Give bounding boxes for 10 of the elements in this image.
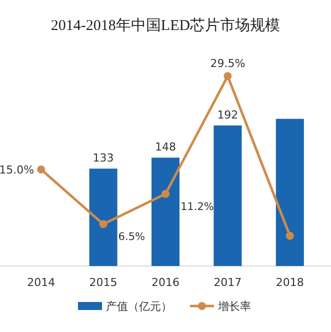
chart-title: 2014-2018年中国LED芯片市场规模 xyxy=(50,17,280,34)
x-tick-label: 2018 xyxy=(276,276,304,289)
x-tick-label: 2016 xyxy=(152,276,180,289)
x-tick-label: 2015 xyxy=(89,276,118,289)
data-label: 29.5% xyxy=(210,57,246,70)
x-tick-label: 2017 xyxy=(214,276,242,289)
x-tick-label: 2014 xyxy=(27,276,56,289)
legend-label: 增长率 xyxy=(217,300,251,313)
legend-label: 产值（亿元） xyxy=(106,300,172,313)
data-label: 15.0% xyxy=(0,163,34,176)
